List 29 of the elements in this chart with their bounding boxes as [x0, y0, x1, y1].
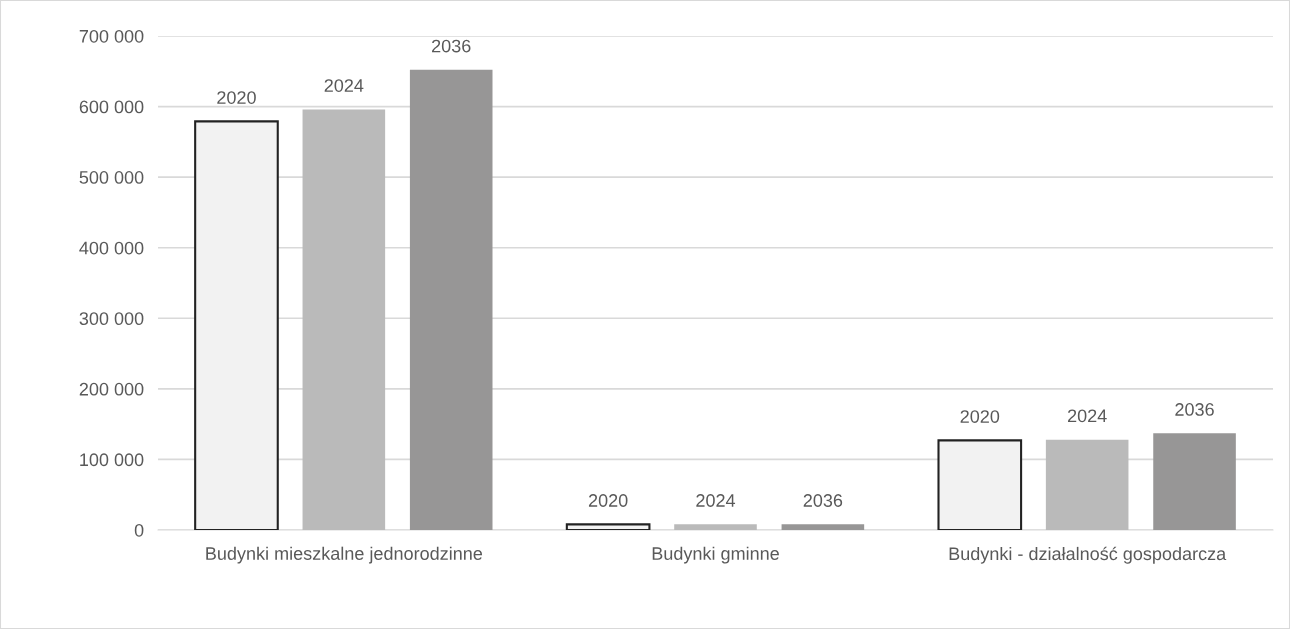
series-label: 2036 [432, 39, 471, 53]
bar [674, 524, 757, 530]
series-label: 2024 [324, 79, 364, 92]
series-label: 2020 [960, 410, 1000, 423]
x-tick-label: Budynki - działalność gospodarcza [949, 546, 1227, 564]
x-tick-label: Budynki mieszkalne jednorodzinne [206, 546, 483, 564]
y-tick-label: 300 000 [79, 312, 144, 326]
bar [781, 524, 865, 530]
bar [409, 69, 493, 530]
y-tick-label: 700 000 [79, 29, 144, 43]
bar [194, 120, 279, 530]
y-tick-label: 600 000 [79, 100, 144, 114]
text: 2024 [1067, 409, 1107, 423]
y-tick-label: 400 000 [79, 241, 144, 255]
bar [937, 439, 1023, 530]
bar [1153, 433, 1236, 530]
bar [1045, 439, 1129, 530]
bar [302, 109, 386, 530]
text: 2020 [588, 494, 628, 507]
text: 2024 [696, 494, 736, 507]
text: 2036 [803, 494, 843, 507]
bar [565, 523, 651, 530]
text: 2020 [217, 91, 256, 104]
y-tick-label: 500 000 [79, 171, 144, 184]
y-tick-label: 0 [134, 523, 144, 537]
y-tick-label: 100 000 [80, 453, 144, 467]
text: 2036 [1175, 403, 1214, 416]
x-tick-label: Budynki gminne [652, 546, 779, 564]
y-tick-label: 200 000 [79, 382, 144, 396]
